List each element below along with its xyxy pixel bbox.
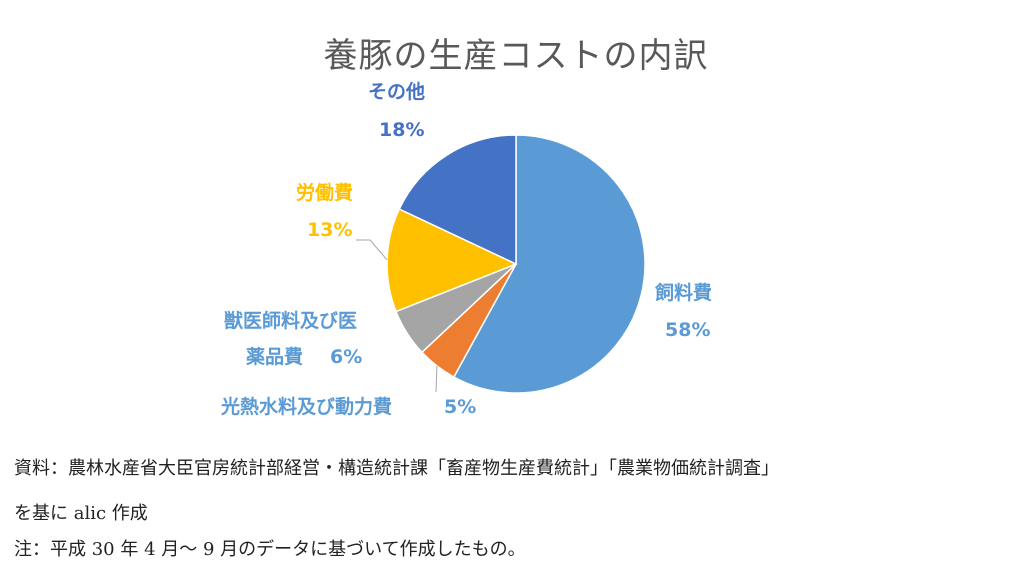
footnote: 注：平成 30 年 4 月～ 9 月のデータに基づいて作成したもの。 bbox=[14, 539, 526, 560]
label-labor-value: 13% bbox=[307, 219, 353, 241]
label-vet-value: 6% bbox=[330, 346, 363, 368]
label-other-value: 18% bbox=[379, 119, 425, 141]
label-utilities-value: 5% bbox=[444, 396, 477, 418]
pie-slice-3 bbox=[386, 208, 518, 313]
label-feed-name: 飼料費 bbox=[655, 282, 713, 304]
label-labor-name: 労働費 bbox=[296, 182, 354, 204]
chart-title: 養豚の生産コストの内訳 bbox=[323, 36, 709, 76]
source-note-line2: を基に alic 作成 bbox=[14, 503, 148, 524]
leader-line-labor bbox=[356, 239, 388, 261]
label-utilities-name: 光熱水料及び動力費 bbox=[221, 396, 393, 418]
label-vet-name-line1: 獣医師料及び医 bbox=[224, 310, 358, 332]
leader-line-utilities bbox=[435, 365, 438, 393]
source-note-line1: 資料：農林水産省大臣官房統計部経営・構造統計課「畜産物生産費統計」「農業物価統計… bbox=[14, 458, 779, 479]
label-feed-value: 58% bbox=[665, 319, 711, 341]
pie-slice-4 bbox=[398, 134, 517, 266]
label-vet-name-line2: 薬品費 bbox=[246, 346, 304, 368]
label-other-name: その他 bbox=[368, 81, 426, 103]
pie-slice-0 bbox=[452, 134, 646, 394]
